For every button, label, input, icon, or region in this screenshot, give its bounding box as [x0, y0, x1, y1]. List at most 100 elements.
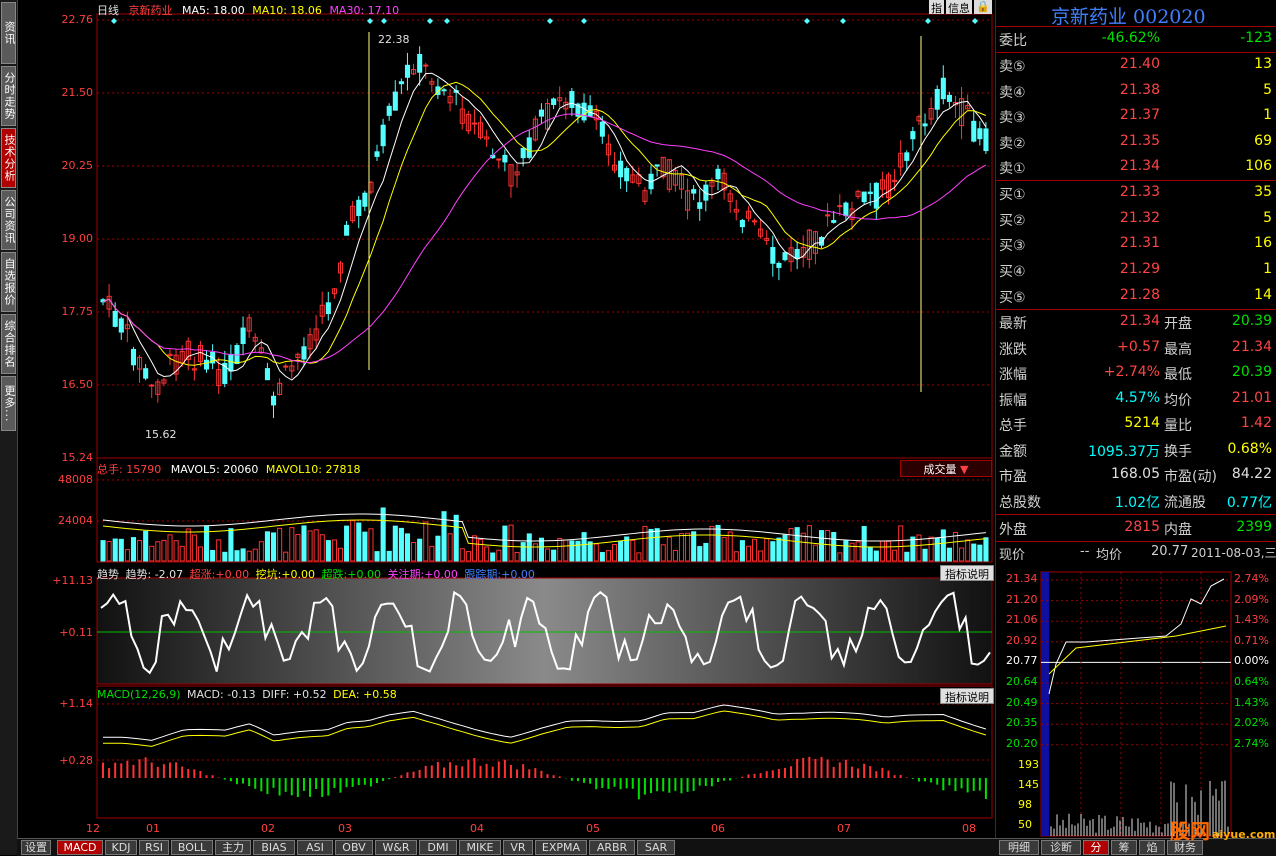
volume-bar	[386, 550, 392, 562]
tab-diagnosis[interactable]: 诊断	[1041, 840, 1081, 855]
volume-bar	[465, 551, 471, 562]
volume-bar	[922, 548, 928, 562]
ask-volume: 106	[1245, 158, 1272, 174]
ask-row[interactable]: 卖⑤ 21.40 13	[996, 53, 1276, 78]
stat-row: 涨幅 +2.74% 最低 20.39	[996, 361, 1276, 386]
left-tab-watchlist[interactable]: 自选报价	[1, 252, 16, 312]
tab-minute[interactable]: 分	[1083, 840, 1109, 855]
bid-volume: 16	[1254, 235, 1272, 252]
mini-price-label: 21.34	[1006, 572, 1038, 585]
tab-settings[interactable]: 设置	[21, 840, 51, 855]
kline-y-label: 16.50	[61, 378, 94, 391]
tab-flame[interactable]: 焰	[1139, 840, 1165, 855]
tab-kdj[interactable]: KDJ	[105, 840, 137, 855]
trend-indicator-help-button[interactable]: 指标说明	[940, 565, 994, 581]
kline-y-label: 21.50	[61, 86, 94, 99]
mini-price-line	[1048, 578, 1225, 695]
bid-row[interactable]: 买① 21.33 35	[996, 181, 1276, 206]
bid-price: 21.33	[1119, 184, 1160, 200]
volume-bar	[952, 531, 959, 562]
x-axis-label: 05	[586, 822, 600, 835]
volume-bar	[892, 549, 898, 562]
candle-body	[173, 354, 179, 375]
candle-body	[898, 152, 904, 168]
signal-marker	[444, 18, 450, 24]
tab-chip[interactable]: 筹	[1111, 840, 1137, 855]
tab-expma[interactable]: EXPMA	[535, 840, 587, 855]
macd-indicator-help-button[interactable]: 指标说明	[940, 688, 994, 704]
tab-rsi[interactable]: RSI	[139, 840, 169, 855]
stat-value: 1095.37万	[1088, 443, 1160, 460]
volume-bar	[496, 549, 502, 562]
tab-detail[interactable]: 明细	[999, 840, 1039, 855]
candle-body	[149, 384, 155, 387]
stat-value: 168.05	[1111, 466, 1160, 482]
info-button[interactable]: 信息	[946, 0, 972, 15]
candle-body	[283, 365, 289, 368]
volume-bar	[898, 525, 904, 562]
trend-item-label: 关注期:	[387, 568, 425, 581]
tab-sar[interactable]: SAR	[637, 840, 675, 855]
trend-line	[100, 590, 991, 675]
tab-macd[interactable]: MACD	[57, 840, 103, 855]
tab-bias[interactable]: BIAS	[253, 840, 295, 855]
left-tab-ranking[interactable]: 综合排名	[1, 314, 16, 374]
volume-bar	[490, 552, 496, 562]
mini-price-label: 20.20	[1006, 736, 1038, 750]
volume-pane	[96, 457, 993, 563]
candle-body	[484, 136, 490, 140]
x-axis-label: 04	[470, 822, 484, 835]
stat-row: 金额 1095.37万 换手 0.68%	[996, 438, 1276, 463]
volume-indicator-select[interactable]: 成交量 ▼	[900, 460, 992, 477]
stat-row: 总手 5214 量比 1.42	[996, 412, 1276, 437]
signal-marker	[547, 18, 553, 24]
ask-label: 卖③	[999, 110, 1026, 126]
quote-tab-strip: 明细 诊断 分 筹 焰 财务	[995, 838, 1276, 856]
lock-icon[interactable]: 🔒	[974, 0, 992, 14]
index-button[interactable]: 指	[929, 0, 944, 15]
candle-body	[258, 347, 264, 354]
left-tab-more[interactable]: 更多...	[1, 376, 16, 431]
volume-bar	[124, 549, 130, 562]
tab-main-force[interactable]: 主力	[215, 840, 251, 855]
stat-label: 总股数	[999, 494, 1041, 511]
volume-bar	[404, 533, 411, 562]
tab-asi[interactable]: ASI	[297, 840, 333, 855]
ask-row[interactable]: 卖③ 21.37 1	[996, 104, 1276, 129]
volume-bar	[459, 548, 465, 562]
trend-item-label: 超跌:	[321, 568, 348, 581]
volume-bar	[313, 529, 319, 562]
stat-row: 涨跌 +0.57 最高 21.34	[996, 336, 1276, 361]
left-tab-intraday[interactable]: 分时走势	[1, 66, 16, 126]
left-tab-technical[interactable]: 技术分析	[1, 128, 16, 188]
bid-row[interactable]: 买③ 21.31 16	[996, 232, 1276, 257]
candle-body	[204, 359, 210, 370]
tab-wr[interactable]: W&R	[375, 840, 417, 855]
candle-body	[356, 199, 362, 216]
trend-item-label: 跟踪期:	[464, 568, 502, 581]
left-tab-news[interactable]: 资讯	[1, 2, 16, 64]
bid-row[interactable]: 买② 21.32 5	[996, 207, 1276, 232]
tab-obv[interactable]: OBV	[335, 840, 373, 855]
candle-body	[277, 382, 283, 395]
tab-vr[interactable]: VR	[503, 840, 533, 855]
left-tab-company-info[interactable]: 公司资讯	[1, 190, 16, 250]
candle-body	[575, 103, 581, 117]
stat-row: 振幅 4.57% 均价 21.01	[996, 387, 1276, 412]
stat-value: 0.77亿	[1226, 494, 1272, 511]
tab-dmi[interactable]: DMI	[419, 840, 457, 855]
ask-row[interactable]: 卖④ 21.38 5	[996, 79, 1276, 104]
bid-label: 买①	[999, 187, 1026, 203]
bid-volume: 35	[1254, 184, 1272, 200]
stat-label: 金额	[999, 443, 1027, 460]
ask-row[interactable]: 卖① 21.34 106	[996, 155, 1276, 180]
volume-bar	[258, 541, 264, 562]
volume-bar	[130, 537, 137, 562]
ask-row[interactable]: 卖② 21.35 69	[996, 130, 1276, 155]
tab-boll[interactable]: BOLL	[171, 840, 213, 855]
tab-mike[interactable]: MIKE	[459, 840, 501, 855]
bid-row[interactable]: 买④ 21.29 1	[996, 258, 1276, 283]
bid-row[interactable]: 买⑤ 21.28 14	[996, 284, 1276, 309]
volume-bar	[843, 540, 849, 562]
tab-arbr[interactable]: ARBR	[589, 840, 635, 855]
